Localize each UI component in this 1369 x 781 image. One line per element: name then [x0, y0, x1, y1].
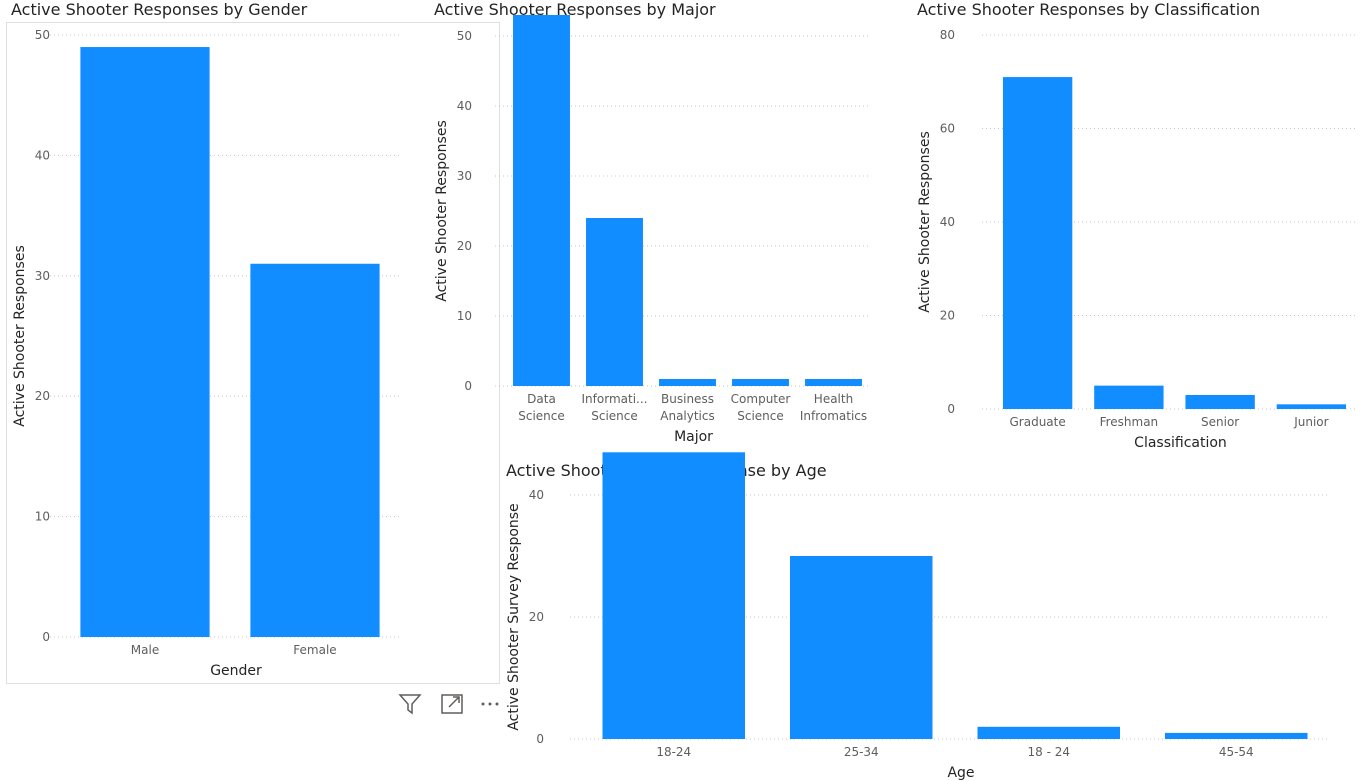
filter-icon[interactable]: [398, 692, 422, 716]
y-axis-title: Active Shooter Responses: [434, 120, 450, 302]
x-tick-label: Female: [293, 643, 336, 657]
y-tick-label: 80: [940, 28, 955, 42]
bar: [1185, 394, 1255, 409]
bar: [977, 726, 1120, 739]
bar: [1276, 404, 1347, 409]
y-tick-label: 10: [35, 510, 50, 524]
x-tick-label: Data: [527, 392, 556, 406]
x-tick-label: Informati...: [582, 392, 648, 406]
x-tick-label: Health: [814, 392, 853, 406]
bar: [1094, 385, 1164, 409]
y-tick-label: 50: [457, 29, 472, 43]
x-axis-title: Age: [947, 765, 974, 781]
y-tick-label: 0: [536, 732, 544, 746]
y-tick-label: 30: [35, 269, 50, 283]
focus-mode-icon[interactable]: [440, 692, 464, 716]
y-tick-label: 0: [464, 379, 472, 393]
y-tick-label: 10: [457, 309, 472, 323]
bar: [805, 379, 862, 386]
x-axis-title: Major: [674, 429, 713, 445]
x-tick-label: Senior: [1201, 415, 1239, 429]
more-options-icon[interactable]: [478, 692, 502, 716]
y-tick-label: 40: [940, 215, 955, 229]
chart-title: Active Shooter Responses by Gender: [11, 0, 308, 19]
x-tick-label: Science: [518, 409, 565, 423]
bar: [250, 263, 380, 637]
age-chart-svg: 0 20 40 18-24 25-34 18 - 24 45-54 Age Active Sho…: [506, 452, 1330, 781]
y-tick-label: 0: [947, 402, 955, 416]
x-tick-label: Junior: [1293, 415, 1328, 429]
bar: [790, 556, 933, 739]
x-tick-label: Analytics: [660, 409, 715, 423]
y-axis-title: Active Shooter Survey Response: [506, 503, 522, 730]
visual-border: [6, 22, 500, 684]
y-tick-label: 20: [35, 389, 50, 403]
y-tick-label: 40: [457, 99, 472, 113]
classification-chart-visual[interactable]: Active Shooter Responses by Classificati…: [912, 0, 1369, 455]
x-tick-label: Male: [131, 643, 159, 657]
x-tick-label: Science: [591, 409, 638, 423]
y-tick-label: 40: [35, 148, 50, 162]
classification-chart-svg: 0 20 40 60 80 Graduate Freshman Senior Junior Cla…: [917, 28, 1357, 451]
bar: [659, 379, 716, 386]
x-axis-title: Classification: [1134, 435, 1227, 451]
y-axis-title: Active Shooter Responses: [917, 131, 933, 313]
x-tick-label: Freshman: [1100, 415, 1159, 429]
y-tick-label: 60: [940, 122, 955, 136]
x-tick-label: 18 - 24: [1028, 745, 1071, 759]
x-tick-label: Computer: [731, 392, 791, 406]
y-axis-title: Active Shooter Responses: [12, 245, 28, 427]
age-chart-visual[interactable]: Active Shooter Survey Response by Age 02…: [500, 452, 1369, 781]
major-chart-svg: 0 10 20 30 40 50 Data Science Informati... Scienc…: [434, 15, 870, 445]
y-tick-label: 50: [35, 28, 50, 42]
x-tick-label: Science: [737, 409, 784, 423]
bar: [80, 47, 210, 638]
chart-title: Active Shooter Responses by Major: [434, 0, 716, 19]
x-tick-label: 18-24: [656, 745, 691, 759]
bar: [732, 379, 789, 386]
y-tick-label: 20: [940, 309, 955, 323]
y-tick-label: 40: [529, 488, 544, 502]
major-chart-visual[interactable]: Active Shooter Responses by Major 0 10 20 3…: [430, 0, 900, 455]
bar: [1165, 732, 1308, 739]
bar: [602, 452, 745, 739]
y-tick-label: 20: [457, 239, 472, 253]
y-tick-label: 20: [529, 610, 544, 624]
gender-chart-svg: 0 10 20 30 40 50 Male Female Gender Active Shoote…: [12, 28, 400, 679]
gender-chart-visual[interactable]: Active Shooter Responses by Gender 0 10 20…: [0, 0, 500, 690]
x-tick-label: Graduate: [1010, 415, 1066, 429]
x-axis-title: Gender: [210, 663, 262, 679]
bar: [586, 218, 643, 386]
x-tick-label: Infromatics: [800, 409, 867, 423]
chart-title: Active Shooter Responses by Classificati…: [917, 0, 1261, 19]
y-tick-label: 30: [457, 169, 472, 183]
bar: [1002, 77, 1073, 409]
x-tick-label: 25-34: [844, 745, 879, 759]
x-tick-label: 45-54: [1219, 745, 1254, 759]
bar: [513, 15, 570, 386]
x-tick-label: Business: [661, 392, 714, 406]
y-tick-label: 0: [42, 630, 50, 644]
